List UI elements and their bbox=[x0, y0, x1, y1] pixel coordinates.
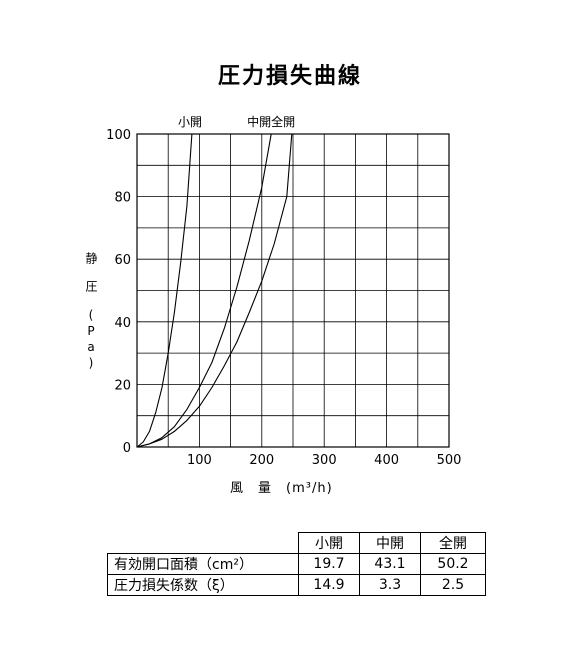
x-tick-label: 400 bbox=[374, 453, 399, 468]
table-header-cell: 中開 bbox=[359, 532, 421, 554]
table-header-cell: 小開 bbox=[298, 532, 360, 554]
chart-title: 圧力損失曲線 bbox=[217, 64, 362, 89]
y-tick-label: 80 bbox=[114, 191, 131, 206]
table-cell: 14.9 bbox=[298, 574, 360, 596]
table-corner bbox=[107, 532, 299, 554]
plot-frame bbox=[136, 133, 450, 448]
spec-table: 小開 中開 全開 有効開口面積（cm²） 19.7 43.1 50.2 圧力損失… bbox=[107, 532, 486, 596]
x-tick-label: 500 bbox=[437, 453, 462, 468]
y-tick-label: 60 bbox=[114, 253, 131, 268]
series-line bbox=[136, 133, 293, 448]
x-tick-label: 200 bbox=[249, 453, 274, 468]
x-axis-label: 風 量 (m³/h) bbox=[230, 481, 333, 496]
series-line bbox=[136, 133, 272, 448]
table-cell: 2.5 bbox=[420, 574, 486, 596]
table-row-label: 有効開口面積（cm²） bbox=[107, 553, 299, 575]
y-tick-label: 0 bbox=[123, 441, 131, 456]
curve-label: 中開全開 bbox=[247, 114, 295, 129]
table-header-cell: 全開 bbox=[420, 532, 486, 554]
table-header-row: 小開 中開 全開 bbox=[107, 532, 486, 554]
series-line bbox=[136, 133, 193, 448]
table-cell: 19.7 bbox=[298, 553, 360, 575]
table-cell: 50.2 bbox=[420, 553, 486, 575]
pressure-loss-chart: 100 200 300 400 500 0 20 40 60 80 100 小開 中開全開 bbox=[106, 114, 462, 468]
table-row: 有効開口面積（cm²） 19.7 43.1 50.2 bbox=[107, 553, 486, 575]
y-tick-label: 20 bbox=[114, 378, 131, 393]
table-row-label: 圧力損失係数（ξ） bbox=[107, 574, 299, 596]
x-tick-label: 100 bbox=[187, 453, 212, 468]
y-axis-label: 静 圧 (Pa) bbox=[84, 252, 98, 372]
table-cell: 43.1 bbox=[359, 553, 421, 575]
y-tick-label: 100 bbox=[106, 128, 131, 143]
curve-label: 小開 bbox=[178, 115, 202, 129]
y-tick-label: 40 bbox=[114, 316, 131, 331]
table-row: 圧力損失係数（ξ） 14.9 3.3 2.5 bbox=[107, 574, 486, 596]
x-tick-label: 300 bbox=[312, 453, 337, 468]
table-cell: 3.3 bbox=[359, 574, 421, 596]
